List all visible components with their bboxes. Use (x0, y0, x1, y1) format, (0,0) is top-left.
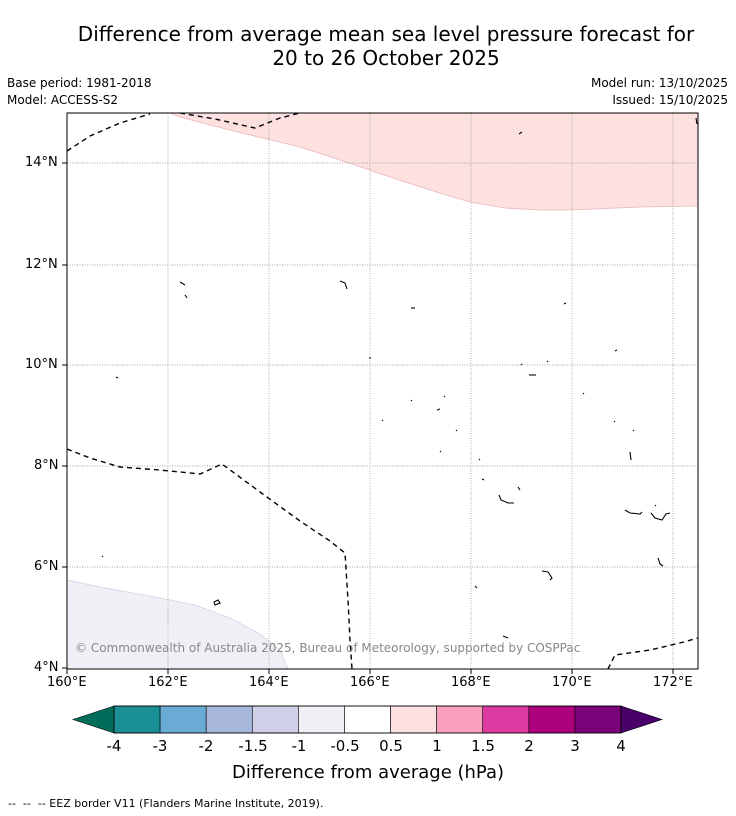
map-frame (66, 112, 699, 670)
colorbar-label: -3 (152, 737, 168, 755)
tick-marks (62, 162, 674, 674)
colorbar-label: 2 (524, 737, 534, 755)
lon-label-160e: 160°E (47, 675, 87, 690)
model-name: Model: ACCESS-S2 (7, 93, 119, 107)
colorbar-cell (574, 705, 622, 734)
colorbar-label: -1 (291, 737, 307, 755)
negative-anomaly-region (67, 579, 289, 669)
colorbar-extend-low (72, 705, 115, 734)
lat-label-12n: 12°N (25, 257, 58, 272)
colorbar-label: -2 (198, 737, 214, 755)
colorbar-cell (436, 705, 484, 734)
lon-label-162e: 162°E (148, 675, 188, 690)
colorbar-label: 0.5 (379, 737, 403, 755)
lon-label-168e: 168°E (451, 675, 491, 690)
model-run: Model run: 13/10/2025 (590, 76, 728, 90)
colorbar-label: -4 (106, 737, 122, 755)
colorbar-cell (298, 705, 345, 734)
colorbar-cell (344, 705, 391, 734)
colorbar-label: 1 (432, 737, 442, 755)
lat-label-14n: 14°N (25, 155, 58, 170)
base-period: Base period: 1981-2018 (7, 76, 152, 90)
lat-label-8n: 8°N (34, 458, 59, 473)
issued-date: Issued: 15/10/2025 (612, 93, 728, 107)
colorbar-cell (159, 705, 207, 734)
colorbar-label: -1.5 (238, 737, 268, 755)
colorbar-cell (251, 705, 299, 734)
colorbar-extend-high (620, 705, 663, 734)
lat-label-4n: 4°N (34, 660, 59, 675)
colorbar-title: Difference from average (hPa) (231, 762, 505, 783)
colorbar-label: 3 (570, 737, 580, 755)
eez-legend: -- -- -- EEZ border V11 (Flanders Marine… (8, 797, 324, 810)
lat-label-10n: 10°N (25, 357, 58, 372)
colorbar-label: 4 (616, 737, 626, 755)
copyright-credit: © Commonwealth of Australia 2025, Bureau… (75, 641, 581, 655)
colorbar-cell (390, 705, 437, 734)
chart-title-line1: Difference from average mean sea level p… (77, 22, 695, 46)
colorbar-cell (205, 705, 253, 734)
map-area (67, 113, 698, 669)
lon-label-164e: 164°E (249, 675, 289, 690)
islands (101, 117, 698, 639)
lat-label-6n: 6°N (34, 559, 59, 574)
lon-label-166e: 166°E (350, 675, 390, 690)
colorbar (72, 705, 663, 734)
eez-borders (67, 113, 698, 669)
lon-label-172e: 172°E (653, 675, 693, 690)
colorbar-cell (113, 705, 161, 734)
lon-label-170e: 170°E (552, 675, 592, 690)
positive-anomaly-region (169, 113, 698, 211)
colorbar-cell (482, 705, 530, 734)
gridlines (67, 113, 698, 669)
chart-title-line2: 20 to 26 October 2025 (272, 46, 500, 70)
colorbar-label: 1.5 (471, 737, 495, 755)
colorbar-label: -0.5 (330, 737, 360, 755)
colorbar-cell (528, 705, 576, 734)
